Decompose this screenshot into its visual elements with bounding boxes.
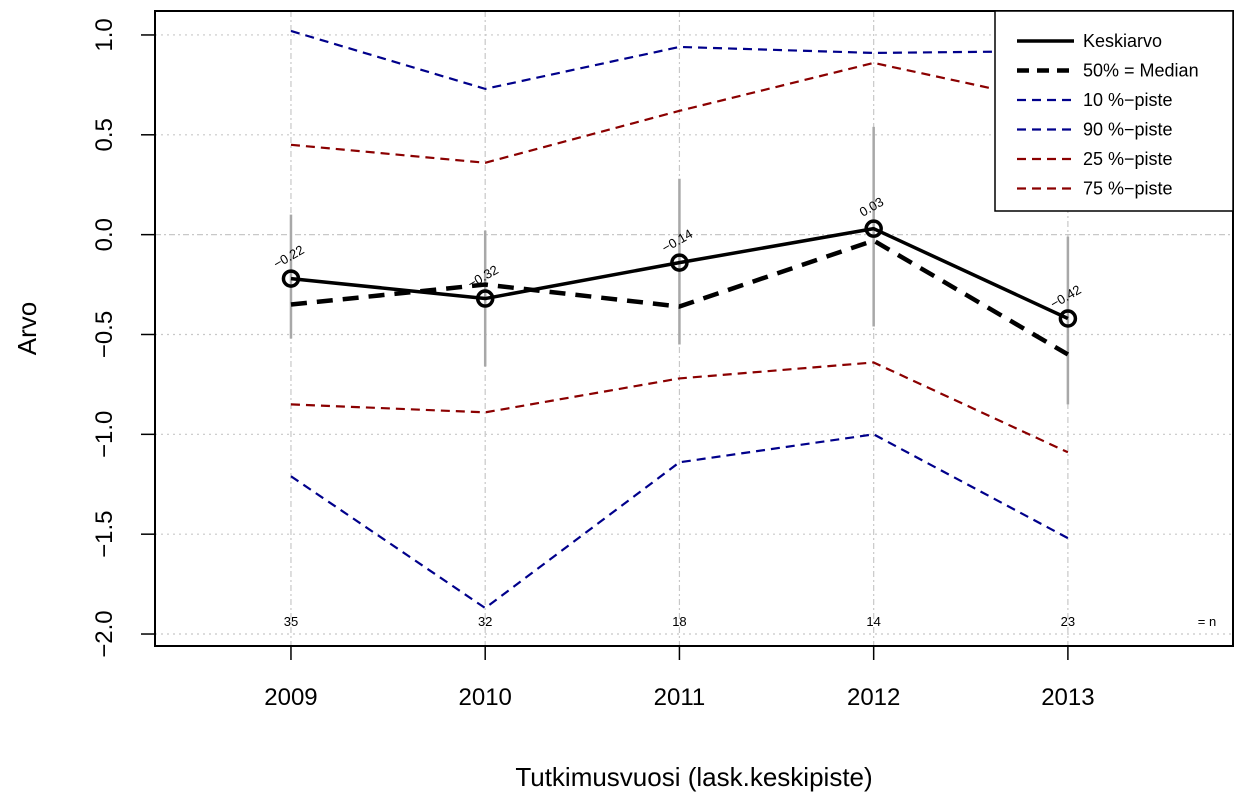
y-tick-label: −1.5: [91, 510, 118, 557]
mean-marker-2011: [670, 253, 689, 272]
y-axis: −2.0 −1.5 −1.0 −0.5 0.0 0.5 1.0: [91, 18, 155, 658]
legend: Keskiarvo 50% = Median 10 %−piste 90 %−pist…: [994, 10, 1234, 212]
legend-box: [994, 10, 1234, 212]
legend-label-5: 75 %−piste: [1083, 179, 1173, 199]
n-label: = n: [1198, 614, 1216, 629]
n-count-label: 14: [866, 614, 880, 629]
x-tick-label: 2010: [459, 684, 512, 711]
legend-label-4: 25 %−piste: [1083, 149, 1173, 169]
x-axis: 2009 2010 2011 2012 2013: [264, 646, 1095, 711]
legend-label-0: Keskiarvo: [1083, 31, 1162, 51]
n-count-label: 18: [672, 614, 686, 629]
mean-marker-2009: [281, 269, 301, 288]
y-tick-label: −1.0: [91, 411, 118, 458]
y-tick-label: 1.0: [91, 18, 118, 51]
series-line-2: [290, 433, 1069, 610]
x-tick-label: 2013: [1041, 684, 1094, 711]
legend-label-2: 10 %−piste: [1083, 90, 1173, 110]
series-line-3: [290, 29, 1068, 90]
x-axis-title: Tutkimusvuosi (lask.keskipiste): [515, 762, 872, 792]
series-line-5: [290, 61, 1069, 164]
mean-marker-2013: [1058, 309, 1078, 328]
y-tick-label: 0.5: [91, 118, 118, 151]
legend-label-3: 90 %−piste: [1083, 120, 1173, 140]
mean-labels: −0.22−0.32−0.140.03−0.42: [271, 194, 1084, 311]
series-line-0: [290, 226, 1069, 321]
series-lines: [290, 29, 1070, 610]
mean-value-label: 0.03: [857, 194, 886, 220]
y-tick-label: −0.5: [91, 311, 118, 358]
n-count-label: 35: [284, 614, 298, 629]
mean-markers: [281, 219, 1078, 328]
plot-frame: [154, 10, 1234, 647]
mean-marker-2012: [864, 219, 883, 238]
mean-value-label: −0.22: [271, 242, 307, 271]
y-axis-title: Arvo: [12, 302, 42, 355]
y-tick-label: −2.0: [91, 610, 118, 657]
n-count-label: 32: [478, 614, 492, 629]
legend-label-1: 50% = Median: [1083, 61, 1199, 81]
mean-value-label: −0.14: [659, 226, 695, 255]
x-tick-label: 2011: [654, 684, 706, 711]
x-tick-label: 2009: [264, 684, 317, 711]
x-tick-label: 2012: [847, 684, 900, 711]
series-line-4: [290, 361, 1069, 454]
y-tick-label: 0.0: [91, 218, 118, 251]
mean-value-label: −0.42: [1048, 282, 1084, 311]
n-count-label: 23: [1061, 614, 1075, 629]
n-labels: 35 32 18 14 23 = n: [284, 614, 1216, 629]
mean-marker-2010: [475, 289, 495, 308]
